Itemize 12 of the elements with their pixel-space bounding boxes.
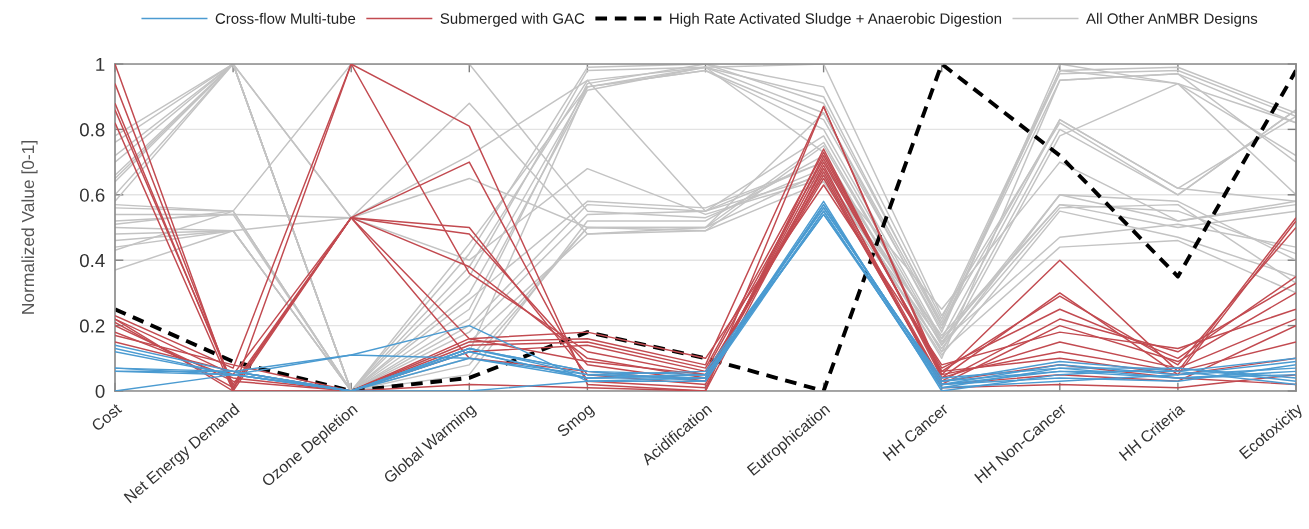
x-tick-label: Cost: [90, 402, 123, 432]
y-tick-label: 0.4: [79, 253, 105, 268]
y-tick-label: 0.6: [79, 188, 105, 202]
y-axis-title: Normalized Value [0-1]: [21, 141, 38, 314]
legend-label: High Rate Activated Sludge + Anaerobic Digestion: [670, 12, 1002, 27]
legend-label: Submerged with GAC: [440, 12, 585, 27]
legend-label: All Other AnMBR Designs: [1086, 12, 1258, 27]
y-tick-label: 0: [95, 384, 105, 398]
y-tick-label: 0.2: [79, 319, 105, 333]
y-tick-label: 0.8: [79, 123, 105, 137]
y-tick-label: 1: [96, 57, 105, 71]
legend-label: Cross-flow Multi-tube: [215, 12, 356, 24]
